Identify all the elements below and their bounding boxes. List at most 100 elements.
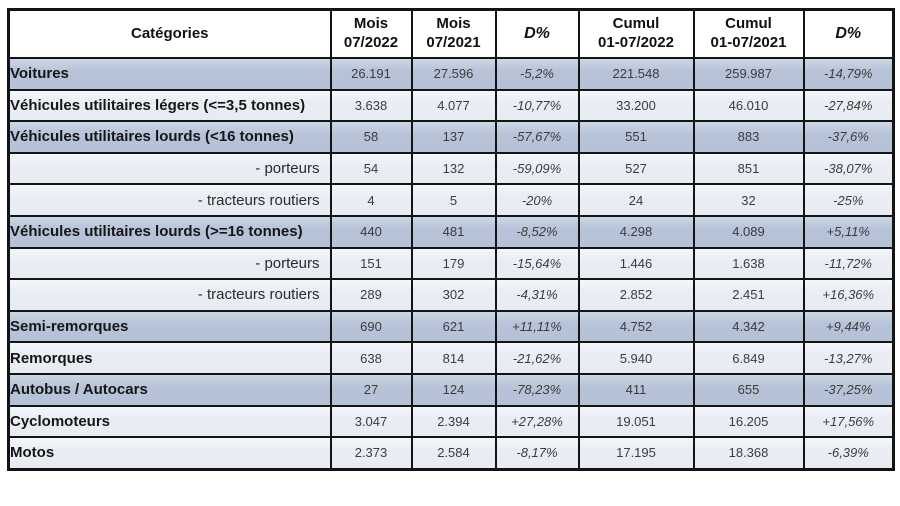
- row-category: Véhicules utilitaires lourds (<16 tonnes…: [7, 120, 332, 154]
- cell-mois-2022: 3.638: [329, 88, 413, 123]
- row-category: Cyclomoteurs: [7, 404, 332, 439]
- header-label: Mois: [436, 15, 471, 33]
- cell-delta-mois: -21,62%: [494, 341, 580, 375]
- cell-mois-2021: 2.394: [410, 404, 497, 439]
- row-category: Remorques: [7, 341, 332, 375]
- cell-cumul-2022: 527: [577, 151, 695, 186]
- row-category: Motos: [7, 436, 332, 471]
- cell-delta-cumul: -37,25%: [802, 372, 895, 407]
- row-category: - porteurs: [7, 246, 332, 281]
- cell-delta-cumul: -27,84%: [802, 88, 895, 123]
- table-row: Véhicules utilitaires lourds (<16 tonnes…: [7, 120, 895, 154]
- header-cell-cumul-2021: Cumul 01-07/2021: [692, 8, 805, 59]
- cell-mois-2021: 481: [410, 214, 497, 249]
- cell-mois-2021: 124: [410, 372, 497, 407]
- cell-delta-mois: -57,67%: [494, 120, 580, 154]
- table-body: Voitures 26.191 27.596 -5,2% 221.548 259…: [7, 57, 895, 471]
- cell-cumul-2022: 2.852: [577, 278, 695, 312]
- header-label: D%: [835, 25, 862, 42]
- header-cell-categories: Catégories: [7, 8, 332, 59]
- cell-cumul-2022: 19.051: [577, 404, 695, 439]
- header-cell-delta-mois: D%: [494, 8, 580, 59]
- cell-delta-mois: -5,2%: [494, 57, 580, 91]
- cell-mois-2021: 814: [410, 341, 497, 375]
- cell-mois-2021: 27.596: [410, 57, 497, 91]
- cell-mois-2022: 54: [329, 151, 413, 186]
- table-row: Véhicules utilitaires légers (<=3,5 tonn…: [7, 88, 895, 123]
- cell-cumul-2022: 551: [577, 120, 695, 154]
- header-cell-cumul-2022: Cumul 01-07/2022: [577, 8, 695, 59]
- cell-cumul-2022: 411: [577, 372, 695, 407]
- row-category: Véhicules utilitaires lourds (>=16 tonne…: [7, 214, 332, 249]
- header-label: Cumul: [612, 15, 660, 33]
- cell-mois-2022: 440: [329, 214, 413, 249]
- cell-cumul-2021: 46.010: [692, 88, 805, 123]
- table-header: Catégories Mois 07/2022 Mois 07/2021 D% Cu…: [7, 8, 895, 59]
- cell-delta-cumul: +9,44%: [802, 309, 895, 344]
- table-row: Voitures 26.191 27.596 -5,2% 221.548 259…: [7, 57, 895, 91]
- cell-mois-2021: 4.077: [410, 88, 497, 123]
- cell-cumul-2021: 4.342: [692, 309, 805, 344]
- cell-mois-2022: 151: [329, 246, 413, 281]
- cell-cumul-2022: 5.940: [577, 341, 695, 375]
- cell-delta-mois: +11,11%: [494, 309, 580, 344]
- row-category: - tracteurs routiers: [7, 183, 332, 217]
- cell-cumul-2021: 851: [692, 151, 805, 186]
- cell-delta-mois: -59,09%: [494, 151, 580, 186]
- cell-delta-mois: -78,23%: [494, 372, 580, 407]
- cell-mois-2022: 58: [329, 120, 413, 154]
- cell-delta-cumul: -14,79%: [802, 57, 895, 91]
- header-label: D%: [524, 25, 550, 42]
- cell-delta-cumul: -25%: [802, 183, 895, 217]
- cell-mois-2022: 4: [329, 183, 413, 217]
- cell-delta-mois: -20%: [494, 183, 580, 217]
- header-cell-mois-07-2022: Mois 07/2022: [329, 8, 413, 59]
- cell-mois-2022: 638: [329, 341, 413, 375]
- row-category: Semi-remorques: [7, 309, 332, 344]
- header-label: Catégories: [130, 24, 209, 42]
- cell-mois-2022: 2.373: [329, 436, 413, 471]
- row-category: Voitures: [7, 57, 332, 91]
- row-category: Autobus / Autocars: [7, 372, 332, 407]
- table-row: Véhicules utilitaires lourds (>=16 tonne…: [7, 214, 895, 249]
- cell-delta-cumul: +17,56%: [802, 404, 895, 439]
- cell-cumul-2022: 221.548: [577, 57, 695, 91]
- cell-mois-2021: 302: [410, 278, 497, 312]
- cell-cumul-2022: 24: [577, 183, 695, 217]
- header-cell-mois-07-2021: Mois 07/2021: [410, 8, 497, 59]
- table-row: - porteurs 151 179 -15,64% 1.446 1.638 -…: [7, 246, 895, 281]
- table-row: Autobus / Autocars 27 124 -78,23% 411 65…: [7, 372, 895, 407]
- cell-delta-cumul: +16,36%: [802, 278, 895, 312]
- row-category: - tracteurs routiers: [7, 278, 332, 312]
- cell-delta-cumul: -37,6%: [802, 120, 895, 154]
- table-row: - tracteurs routiers 289 302 -4,31% 2.85…: [7, 278, 895, 312]
- cell-mois-2021: 179: [410, 246, 497, 281]
- table-row: Remorques 638 814 -21,62% 5.940 6.849 -1…: [7, 341, 895, 375]
- header-cell-delta-cumul: D%: [802, 8, 895, 59]
- vehicle-registrations-table: Catégories Mois 07/2022 Mois 07/2021 D% Cu…: [7, 8, 895, 471]
- cell-delta-mois: -10,77%: [494, 88, 580, 123]
- cell-cumul-2021: 259.987: [692, 57, 805, 91]
- cell-delta-mois: -8,52%: [494, 214, 580, 249]
- cell-cumul-2021: 655: [692, 372, 805, 407]
- row-category: Véhicules utilitaires légers (<=3,5 tonn…: [7, 88, 332, 123]
- cell-cumul-2021: 16.205: [692, 404, 805, 439]
- cell-cumul-2022: 1.446: [577, 246, 695, 281]
- table-row: - tracteurs routiers 4 5 -20% 24 32 -25%: [7, 183, 895, 217]
- cell-delta-mois: -15,64%: [494, 246, 580, 281]
- cell-mois-2021: 5: [410, 183, 497, 217]
- header-label: Cumul: [725, 15, 772, 33]
- cell-delta-cumul: -11,72%: [802, 246, 895, 281]
- header-label: Mois: [353, 15, 389, 33]
- cell-delta-mois: -4,31%: [494, 278, 580, 312]
- cell-delta-cumul: +5,11%: [802, 214, 895, 249]
- cell-mois-2022: 3.047: [329, 404, 413, 439]
- table-row: Cyclomoteurs 3.047 2.394 +27,28% 19.051 …: [7, 404, 895, 439]
- cell-delta-mois: +27,28%: [494, 404, 580, 439]
- cell-cumul-2022: 17.195: [577, 436, 695, 471]
- cell-mois-2021: 132: [410, 151, 497, 186]
- cell-cumul-2021: 6.849: [692, 341, 805, 375]
- table-row: Semi-remorques 690 621 +11,11% 4.752 4.3…: [7, 309, 895, 344]
- cell-delta-cumul: -6,39%: [802, 436, 895, 471]
